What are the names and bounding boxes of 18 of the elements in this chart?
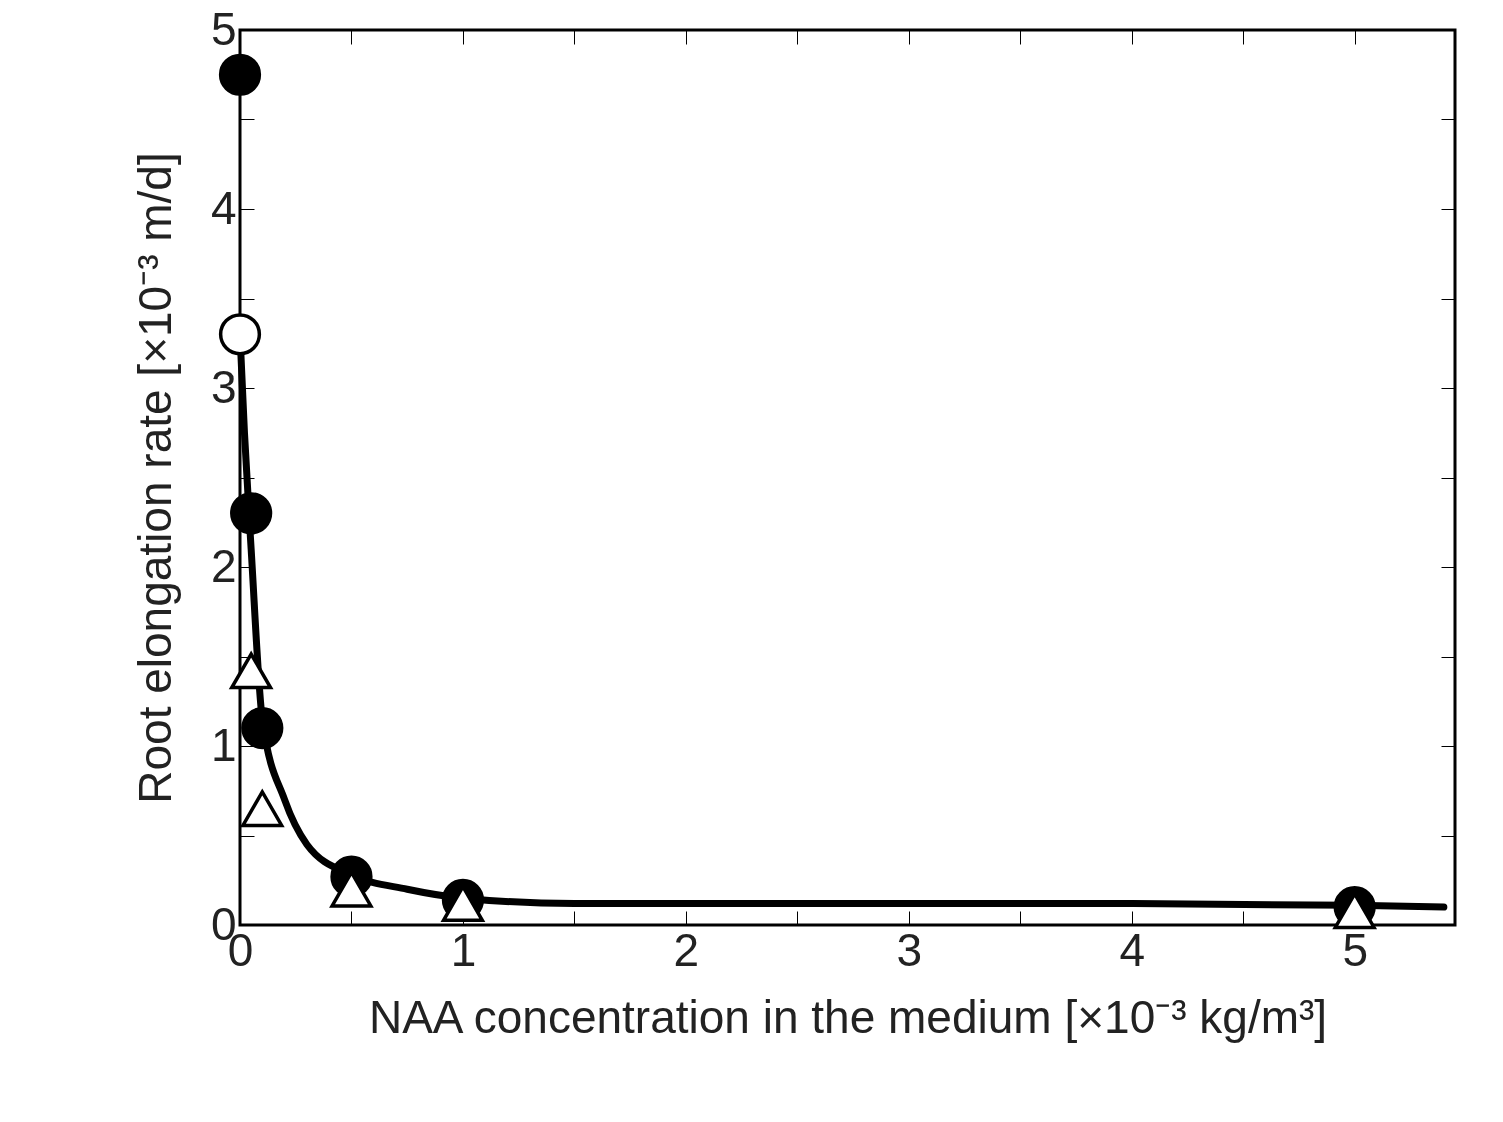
point bbox=[218, 53, 262, 96]
y-axis-title: Root elongation rate [×10⁻³ m/d] bbox=[128, 152, 181, 804]
point bbox=[241, 790, 284, 828]
x-tick-label: 5 bbox=[1342, 923, 1368, 976]
x-tick-label: 4 bbox=[1119, 923, 1146, 976]
y-tick-label: 3 bbox=[210, 360, 237, 413]
y-tick-label: 1 bbox=[210, 718, 237, 771]
y-tick-label: 5 bbox=[210, 2, 237, 55]
point bbox=[218, 313, 262, 356]
x-axis-title: NAA concentration in the medium [×10⁻³ kg/m³] bbox=[368, 990, 1328, 1043]
x-tick-label: 1 bbox=[450, 923, 477, 976]
x-tick-label: 3 bbox=[896, 923, 923, 976]
y-tick-label: 2 bbox=[210, 539, 237, 592]
point bbox=[230, 652, 273, 690]
point bbox=[230, 492, 273, 535]
x-tick-label: 2 bbox=[673, 923, 700, 976]
y-tick-label: 4 bbox=[210, 181, 237, 234]
point bbox=[241, 707, 284, 750]
